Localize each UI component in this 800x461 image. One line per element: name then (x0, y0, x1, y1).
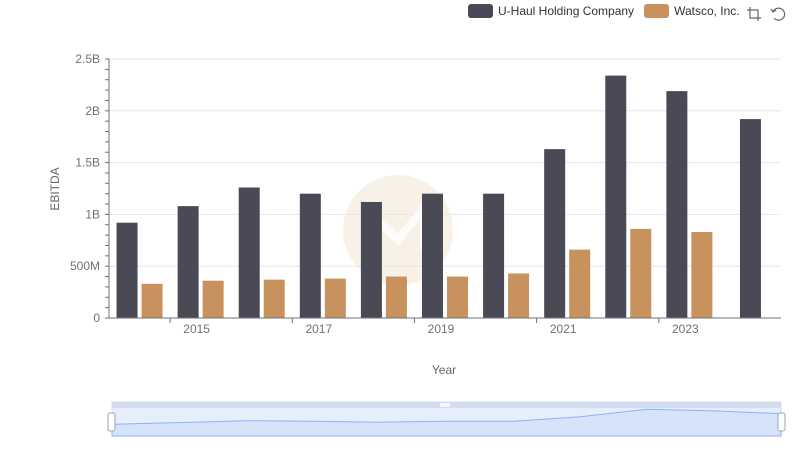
bar-watsco-2019[interactable] (447, 276, 468, 318)
bar-uhaul-2015[interactable] (177, 206, 199, 318)
legend-label-uhaul: U-Haul Holding Company (498, 4, 635, 18)
bar-watsco-2018[interactable] (385, 276, 407, 318)
bar-uhaul-2017[interactable] (299, 193, 321, 318)
bars-layer (116, 75, 761, 319)
bar-watsco-2023[interactable] (691, 232, 713, 318)
x-tick-label: 2021 (550, 322, 577, 336)
x-tick-label: 2015 (183, 322, 210, 336)
bar-uhaul-2016[interactable] (238, 187, 260, 318)
x-tick-label: 2023 (672, 322, 699, 336)
data-zoom-slider[interactable] (107, 401, 786, 437)
bar-watsco-2016[interactable] (263, 279, 285, 318)
legend: U-Haul Holding Company Watsco, Inc. (468, 4, 750, 18)
legend-label-watsco: Watsco, Inc. (674, 4, 740, 18)
x-tick-label: 2019 (428, 322, 455, 336)
slider-top-grip[interactable] (440, 403, 450, 407)
slider-handle-right[interactable] (777, 412, 786, 432)
bar-uhaul-2024[interactable] (739, 119, 761, 318)
data-zoom-icon[interactable] (746, 6, 762, 22)
y-tick-label: 1B (85, 207, 100, 221)
y-tick-label: 2.5B (75, 52, 100, 66)
legend-item-uhaul[interactable]: U-Haul Holding Company (468, 4, 634, 18)
restore-icon[interactable] (770, 6, 786, 22)
legend-swatch-uhaul (468, 4, 493, 18)
y-tick-label: 500M (70, 259, 100, 273)
y-tick-label: 1.5B (75, 156, 100, 170)
bar-watsco-2021[interactable] (569, 249, 591, 318)
x-tick-label: 2017 (305, 322, 332, 336)
x-axis-title: Year (432, 363, 456, 377)
toolbox (746, 6, 786, 22)
bar-uhaul-2021[interactable] (544, 149, 566, 318)
bar-uhaul-2020[interactable] (483, 193, 505, 318)
bar-watsco-2017[interactable] (324, 278, 346, 318)
bar-uhaul-2022[interactable] (605, 75, 627, 319)
bar-uhaul-2023[interactable] (666, 91, 688, 318)
y-tick-label: 2B (85, 104, 100, 118)
bar-watsco-2015[interactable] (202, 280, 224, 318)
legend-swatch-watsco (644, 4, 670, 18)
slider-preview-area (111, 408, 782, 437)
bar-watsco-2020[interactable] (508, 273, 530, 318)
axis-layer: 0 500M 1B 1.5B 2B 2.5B 2015 2017 2019 2021 2023 (70, 52, 781, 336)
bar-watsco-2014[interactable] (141, 283, 163, 318)
bar-uhaul-2014[interactable] (116, 222, 138, 318)
legend-item-watsco[interactable]: Watsco, Inc. (644, 4, 740, 18)
bar-uhaul-2018[interactable] (360, 201, 382, 318)
y-axis-title: EBITDA (48, 167, 62, 210)
bar-watsco-2022[interactable] (630, 228, 652, 318)
y-tick-label: 0 (93, 311, 100, 325)
bar-uhaul-2019[interactable] (422, 193, 443, 318)
slider-handle-left[interactable] (107, 412, 116, 432)
